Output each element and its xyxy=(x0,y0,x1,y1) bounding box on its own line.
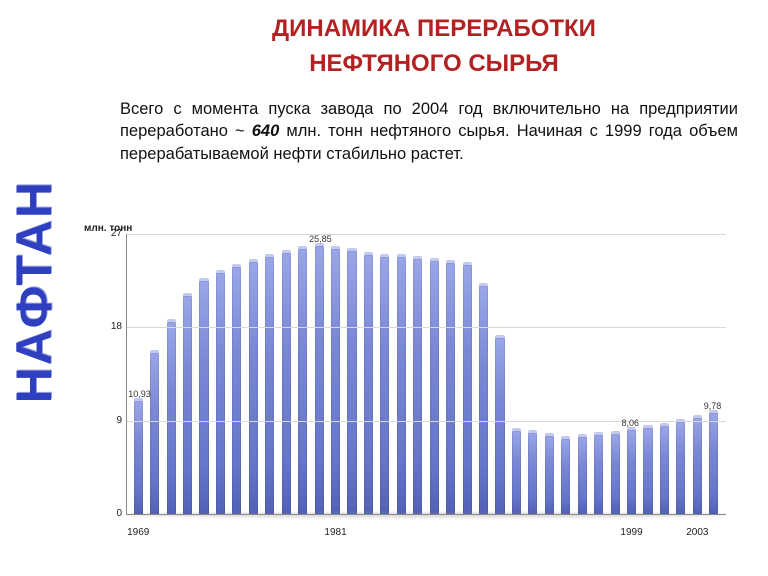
x-tick-label: 1969 xyxy=(127,527,149,538)
bar xyxy=(446,263,455,514)
y-tick-label: 0 xyxy=(102,508,122,519)
y-gridline xyxy=(126,327,726,328)
title-line-1: ДИНАМИКА ПЕРЕРАБОТКИ xyxy=(272,15,596,42)
value-callout: 9,78 xyxy=(704,401,722,411)
bar xyxy=(643,428,652,514)
bar xyxy=(545,436,554,514)
x-tick-label: 1999 xyxy=(620,527,642,538)
bar xyxy=(183,296,192,514)
bar xyxy=(528,433,537,514)
bar xyxy=(282,253,291,514)
bar xyxy=(134,401,143,514)
y-gridline xyxy=(126,234,726,235)
bar xyxy=(216,273,225,514)
value-callout: 10,93 xyxy=(128,389,151,399)
bar xyxy=(676,422,685,514)
bar xyxy=(397,257,406,514)
bar xyxy=(463,265,472,514)
bar xyxy=(298,249,307,514)
bar xyxy=(512,431,521,514)
bar xyxy=(561,439,570,514)
bar xyxy=(430,261,439,514)
bar xyxy=(495,338,504,514)
x-tick-label: 2003 xyxy=(686,527,708,538)
paragraph: Всего с момента пуска завода по 2004 год… xyxy=(120,98,738,165)
bar xyxy=(578,437,587,514)
page-title: ДИНАМИКА ПЕРЕРАБОТКИ НЕФТЯНОГО СЫРЬЯ xyxy=(130,12,738,82)
bar xyxy=(660,426,669,514)
bar xyxy=(315,246,324,514)
bar xyxy=(611,434,620,514)
brand-vertical-band: НАФТАН xyxy=(12,16,56,568)
y-tick-label: 18 xyxy=(102,321,122,332)
bar xyxy=(709,413,718,514)
bar xyxy=(364,255,373,514)
y-tick-label: 27 xyxy=(102,228,122,239)
bars-area xyxy=(130,234,722,514)
bar xyxy=(232,267,241,514)
bar xyxy=(167,322,176,514)
bar xyxy=(693,418,702,514)
bar-chart: млн. тонн 091827196919811999200310,9325,… xyxy=(80,222,730,554)
y-axis xyxy=(126,234,127,514)
value-callout: 8,06 xyxy=(622,418,640,428)
x-tick-label: 1981 xyxy=(324,527,346,538)
y-tick-label: 9 xyxy=(102,415,122,426)
page: { "brand_vertical": "НАФТАН", "title_lin… xyxy=(0,0,768,576)
paragraph-bold: 640 xyxy=(252,122,280,140)
bar xyxy=(380,257,389,514)
bar xyxy=(150,353,159,514)
bar xyxy=(249,262,258,514)
bar xyxy=(347,251,356,514)
bar xyxy=(265,257,274,514)
bar xyxy=(331,249,340,514)
bar xyxy=(627,430,636,514)
bar xyxy=(594,435,603,514)
brand-text: НАФТАН xyxy=(5,180,63,403)
bar xyxy=(413,259,422,514)
bar xyxy=(479,286,488,514)
bar xyxy=(199,281,208,514)
chart-base-shadow xyxy=(126,512,726,518)
x-axis xyxy=(126,514,726,515)
value-callout: 25,85 xyxy=(309,234,332,244)
title-line-2: НЕФТЯНОГО СЫРЬЯ xyxy=(309,50,559,77)
